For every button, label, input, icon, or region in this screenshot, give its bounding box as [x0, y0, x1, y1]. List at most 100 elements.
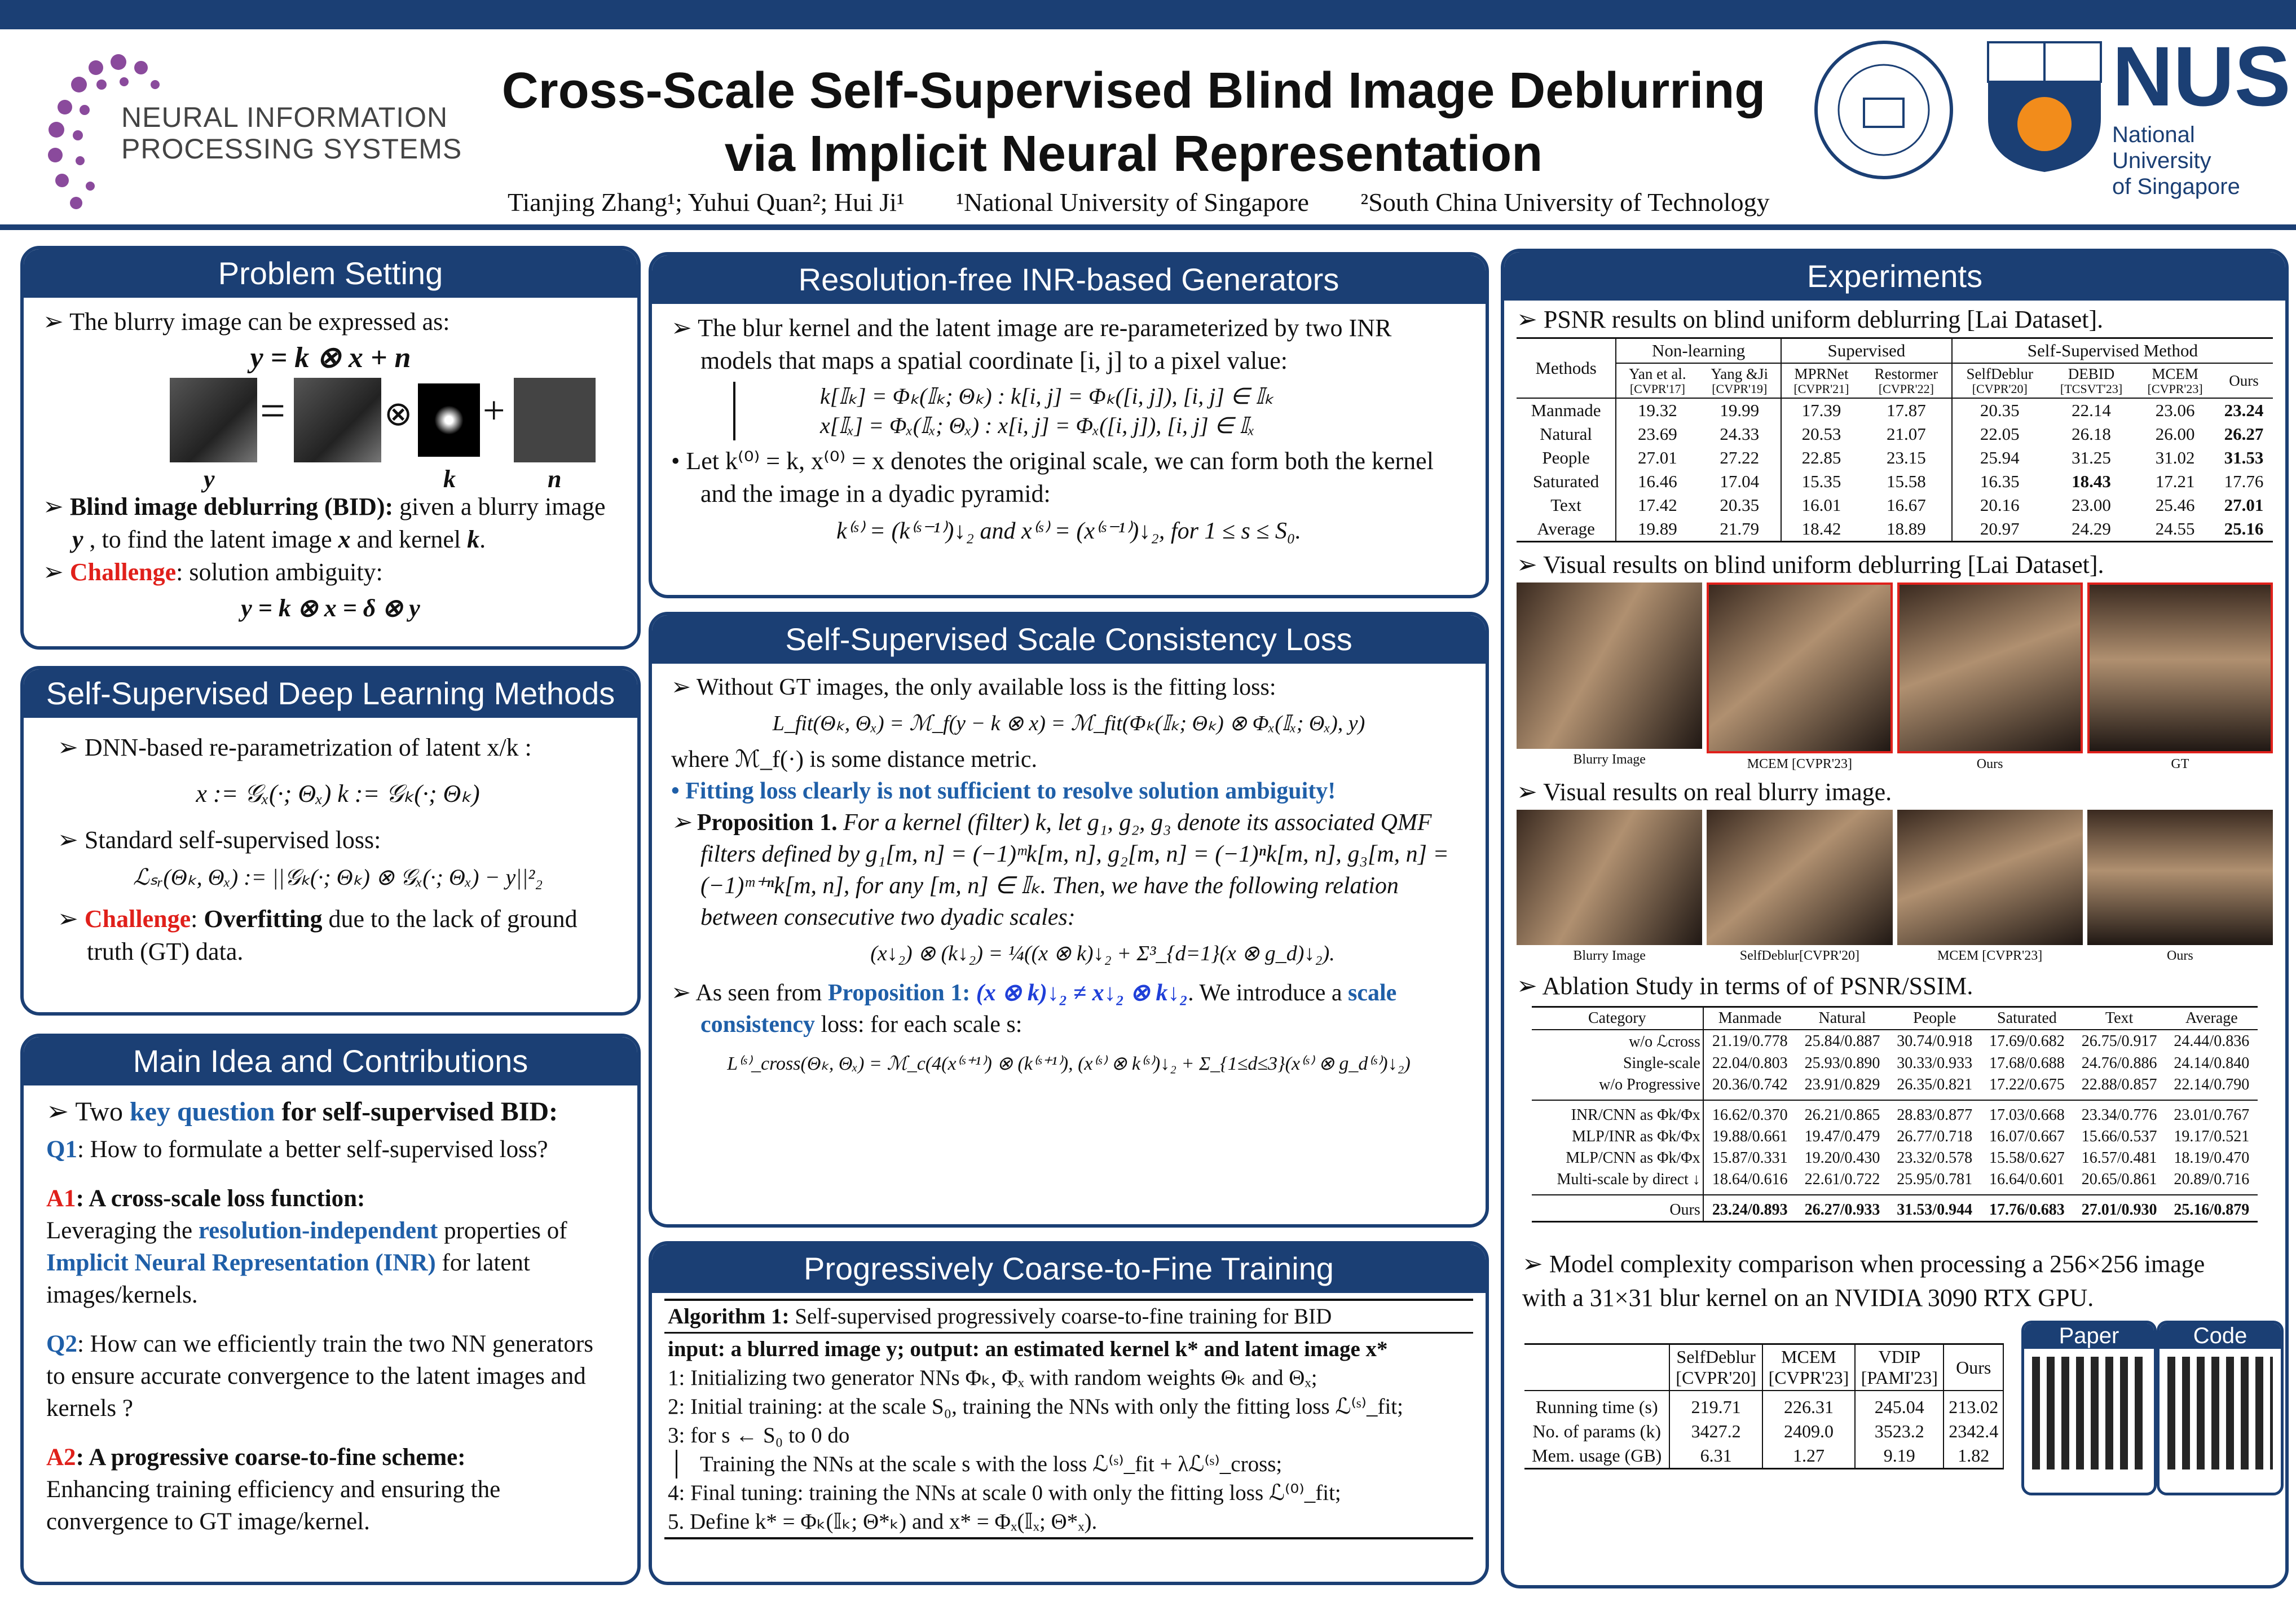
value-cell: 15.87/0.331 [1712, 1149, 1788, 1167]
table-row: Average 19.89 21.79 18.42 18.89 20.97 24.29 24.… [1517, 517, 2273, 542]
value-cell: 25.93/0.890 [1804, 1054, 1880, 1072]
value-cell: 24.44/0.836 [2174, 1032, 2250, 1050]
t: k [467, 526, 480, 553]
header-cell: Average [2165, 1007, 2258, 1030]
table-row: Single-scale 22.04/0.803 25.93/0.890 30.33/… [1531, 1053, 2258, 1074]
t: A2 [46, 1444, 76, 1471]
value-cell: 17.21 [2155, 471, 2195, 491]
row-label: Ours [1531, 1195, 1704, 1222]
panel-title: Progressively Coarse-to-Fine Training [652, 1245, 1486, 1293]
method-header: Restormer [CVPR'22] [1861, 363, 1953, 399]
value-cell: 26.00 [2155, 424, 2195, 444]
qr-paper[interactable]: Paper [2021, 1321, 2157, 1495]
qr-code [2167, 1357, 2273, 1469]
t: x [338, 526, 351, 553]
t: : A progressive coarse-to-fine scheme: [76, 1444, 466, 1471]
value-cell: 15.35 [1801, 471, 1841, 491]
title: Cross-Scale Self-Supervised Blind Image … [485, 59, 1782, 186]
t: for self-supervised BID: [275, 1097, 558, 1127]
t: For a kernel (filter) k, let g₁, g₂, g₃ … [700, 810, 1449, 930]
t: ➢ [671, 810, 697, 836]
panel-title: Problem Setting [24, 249, 637, 298]
value-cell: 25.94 [1980, 448, 2020, 467]
visual-item: Blurry Image [1517, 810, 1703, 964]
method-name: Ours [2229, 372, 2259, 389]
text: ➢ DNN-based re-parametrization of latent… [58, 734, 532, 761]
t: ➢ [43, 493, 70, 520]
value-cell: 19.99 [1698, 398, 1782, 422]
neurips-mark [48, 54, 160, 209]
panel-body: ➢ The blur kernel and the latent image a… [652, 304, 1486, 560]
psnr-table: Methods Non-learning Supervised Self-Superv… [1517, 337, 2273, 542]
latent-image [294, 378, 381, 462]
row-label: People [1517, 446, 1617, 470]
value-cell: 25.95/0.781 [1888, 1169, 1981, 1195]
visual-row: Blurry Image MCEM [CVPR'23] Ours GT [1517, 582, 2273, 772]
value-cell: 23.24/0.893 [1712, 1201, 1788, 1219]
value-cell: 27.01 [2224, 495, 2264, 515]
header-cell: Category [1531, 1007, 1704, 1030]
t: Q2 [46, 1331, 77, 1357]
table-row: Ours 23.24/0.893 26.27/0.933 31.53/0.944 17.… [1531, 1195, 2258, 1222]
value-cell: 17.76 [2224, 471, 2264, 491]
value-cell: 17.22/0.675 [1981, 1074, 2073, 1101]
value-cell: 26.21/0.865 [1804, 1106, 1880, 1124]
ablation-table: Category Manmade Natural People Saturated Tex… [1531, 1006, 2258, 1223]
value-cell: 27.01/0.930 [2081, 1201, 2157, 1219]
method-name: SelfDeblur [1966, 365, 2033, 382]
panel-title: Resolution-free INR-based Generators [652, 255, 1486, 304]
text: A1: A cross-scale loss function: [46, 1182, 615, 1215]
panel-body: ➢ Two key question for self-supervised B… [24, 1085, 637, 1548]
t: A1 [46, 1185, 76, 1212]
table-row: Category Manmade Natural People Saturated Tex… [1531, 1007, 2258, 1030]
qr-title: Paper [2024, 1323, 2154, 1349]
value-cell: 24.55 [2155, 519, 2195, 539]
t: Proposition 1: [827, 980, 971, 1006]
neurips-line: NEURAL INFORMATION [121, 102, 448, 133]
equation: L⁽ˢ⁾_cross(Θₖ, Θₓ) = ℳ_c(4(x⁽ˢ⁺¹⁾) ⊗ (k⁽… [727, 1053, 1411, 1074]
algorithm-line: 5. Define k* = Φₖ(𝕀ₖ; Θ*ₖ) and x* = Φₓ(𝕀… [668, 1510, 1098, 1534]
equation: y = k ⊗ x = δ ⊗ y [241, 594, 420, 622]
algorithm-line: 2: Initial training: at the scale S₀, tr… [668, 1394, 1403, 1419]
visual-image [1897, 582, 2083, 753]
panel-body: ➢ DNN-based re-parametrization of latent… [24, 718, 637, 976]
value-cell: 23.00 [2072, 495, 2111, 515]
header-cell: Saturated [1981, 1007, 2073, 1030]
text: ➢ Ablation Study in terms of of PSNR/SSI… [1517, 972, 1973, 1000]
value-cell: 6.31 [1669, 1444, 1763, 1469]
algorithm: Algorithm 1: Self-supervised progressive… [664, 1299, 1473, 1539]
t: scale consistency [700, 980, 1397, 1038]
text: Enhancing training efficiency and ensuri… [46, 1476, 501, 1535]
t: . We introduce a [1188, 980, 1348, 1006]
blurry-image [170, 378, 257, 462]
value-cell: 219.71 [1669, 1391, 1763, 1419]
qr-code [2032, 1357, 2146, 1469]
neurips-line: PROCESSING SYSTEMS [121, 133, 462, 165]
method-name: [CVPR'17] [1629, 382, 1685, 396]
t: resolution-independent [198, 1217, 438, 1244]
method-name: [CVPR'22] [1878, 382, 1934, 396]
value-cell: 25.84/0.887 [1804, 1032, 1880, 1050]
value-cell: 18.43 [2072, 471, 2111, 491]
text: ➢ Two key question for self-supervised B… [46, 1096, 615, 1128]
method-header: Yan et al. [CVPR'17] [1616, 363, 1699, 399]
symbol: ⊗ [384, 395, 413, 433]
symbol: = [260, 386, 286, 436]
algorithm-line: 4: Final tuning: training the NNs at sca… [668, 1481, 1341, 1505]
t: and kernel [350, 526, 468, 553]
t: : How can we efficiently train the two N… [46, 1331, 593, 1422]
qr-code-box[interactable]: Code [2157, 1321, 2284, 1495]
value-cell: 16.07/0.667 [1989, 1128, 2065, 1145]
value-cell: 17.04 [1698, 470, 1782, 493]
value-cell: 24.29 [2072, 519, 2111, 539]
row-label: INR/CNN as Φk/Φx [1531, 1100, 1704, 1126]
panel-main: Main Idea and Contributions ➢ Two key qu… [20, 1034, 641, 1585]
table-row: Yan et al. [CVPR'17] Yang &Ji [CVPR'19] MPRN… [1517, 363, 2273, 399]
value-cell: 3523.2 [1855, 1419, 1945, 1444]
visual-image [1897, 810, 2083, 945]
method-name: Yang &Ji [1711, 365, 1769, 382]
t: Leveraging the [46, 1217, 199, 1244]
t: loss: for each scale s: [815, 1012, 1023, 1038]
table-row: Text 17.42 20.35 16.01 16.67 20.16 23.00 25.46 2… [1517, 493, 2273, 517]
value-cell: 16.46 [1637, 471, 1677, 491]
